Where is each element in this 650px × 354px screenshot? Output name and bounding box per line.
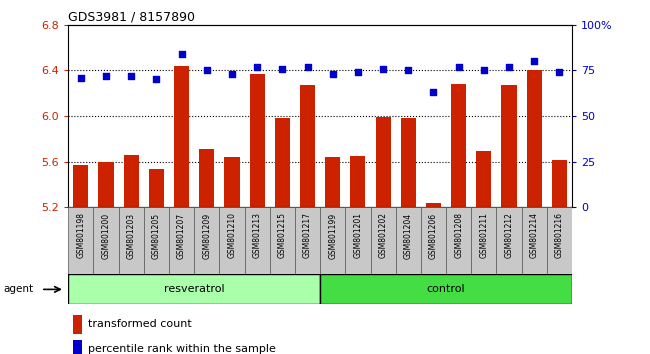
- Bar: [521, 207, 547, 274]
- Point: [151, 76, 162, 82]
- Text: GSM801208: GSM801208: [454, 212, 463, 258]
- Bar: [446, 207, 471, 274]
- Bar: [497, 207, 521, 274]
- Bar: [400, 118, 416, 207]
- Point: [554, 69, 565, 75]
- Bar: [250, 74, 265, 207]
- Bar: [320, 207, 345, 274]
- Text: GSM801217: GSM801217: [303, 212, 312, 258]
- Text: GSM801209: GSM801209: [202, 212, 211, 258]
- Bar: [99, 161, 114, 207]
- Text: GSM801198: GSM801198: [76, 212, 85, 258]
- Point: [227, 71, 237, 77]
- Bar: [224, 157, 239, 207]
- Bar: [124, 155, 138, 207]
- Text: GSM801214: GSM801214: [530, 212, 539, 258]
- Text: GSM801202: GSM801202: [378, 212, 387, 258]
- Point: [378, 66, 388, 72]
- Bar: [502, 85, 517, 207]
- Text: GSM801207: GSM801207: [177, 212, 186, 258]
- Bar: [325, 157, 341, 207]
- Text: transformed count: transformed count: [88, 319, 192, 330]
- Bar: [149, 170, 164, 207]
- Text: GSM801212: GSM801212: [504, 212, 514, 258]
- Point: [277, 66, 287, 72]
- Bar: [270, 207, 295, 274]
- Bar: [396, 207, 421, 274]
- Bar: [244, 207, 270, 274]
- Text: GSM801201: GSM801201: [354, 212, 363, 258]
- Bar: [94, 207, 118, 274]
- Bar: [426, 202, 441, 207]
- Text: GDS3981 / 8157890: GDS3981 / 8157890: [68, 11, 195, 24]
- Point: [126, 73, 136, 79]
- Bar: [220, 207, 244, 274]
- Text: GSM801210: GSM801210: [227, 212, 237, 258]
- Point: [101, 73, 111, 79]
- Point: [202, 68, 212, 73]
- Text: GSM801213: GSM801213: [253, 212, 262, 258]
- Point: [353, 69, 363, 75]
- Bar: [275, 118, 290, 207]
- Text: percentile rank within the sample: percentile rank within the sample: [88, 344, 276, 354]
- Point: [403, 68, 413, 73]
- Bar: [421, 207, 446, 274]
- Bar: [169, 207, 194, 274]
- Point: [302, 64, 313, 69]
- Bar: [144, 207, 169, 274]
- Text: GSM801216: GSM801216: [555, 212, 564, 258]
- Bar: [68, 274, 320, 304]
- Text: GSM801215: GSM801215: [278, 212, 287, 258]
- Bar: [73, 315, 83, 334]
- Point: [328, 71, 338, 77]
- Text: GSM801204: GSM801204: [404, 212, 413, 258]
- Point: [504, 64, 514, 69]
- Bar: [118, 207, 144, 274]
- Bar: [471, 207, 497, 274]
- Bar: [320, 274, 572, 304]
- Bar: [194, 207, 220, 274]
- Point: [75, 75, 86, 80]
- Text: agent: agent: [3, 284, 34, 295]
- Bar: [370, 207, 396, 274]
- Text: control: control: [427, 284, 465, 295]
- Text: resveratrol: resveratrol: [164, 284, 224, 295]
- Bar: [200, 149, 214, 207]
- Bar: [350, 156, 365, 207]
- Bar: [345, 207, 370, 274]
- Point: [176, 51, 187, 57]
- Text: GSM801199: GSM801199: [328, 212, 337, 258]
- Bar: [526, 70, 542, 207]
- Text: GSM801206: GSM801206: [429, 212, 438, 258]
- Point: [454, 64, 464, 69]
- Bar: [451, 84, 466, 207]
- Bar: [552, 160, 567, 207]
- Text: GSM801200: GSM801200: [101, 212, 111, 258]
- Text: GSM801203: GSM801203: [127, 212, 136, 258]
- Text: GSM801205: GSM801205: [152, 212, 161, 258]
- Bar: [300, 85, 315, 207]
- Point: [529, 58, 539, 64]
- Bar: [547, 207, 572, 274]
- Point: [428, 90, 439, 95]
- Point: [478, 68, 489, 73]
- Text: GSM801211: GSM801211: [479, 212, 488, 258]
- Bar: [73, 340, 83, 354]
- Bar: [295, 207, 320, 274]
- Bar: [174, 66, 189, 207]
- Bar: [376, 117, 391, 207]
- Bar: [476, 151, 491, 207]
- Point: [252, 64, 263, 69]
- Bar: [68, 207, 94, 274]
- Bar: [73, 165, 88, 207]
